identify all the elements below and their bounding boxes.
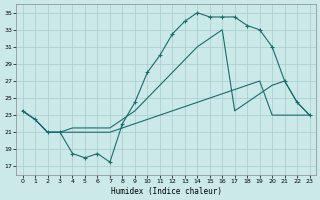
- X-axis label: Humidex (Indice chaleur): Humidex (Indice chaleur): [111, 187, 221, 196]
